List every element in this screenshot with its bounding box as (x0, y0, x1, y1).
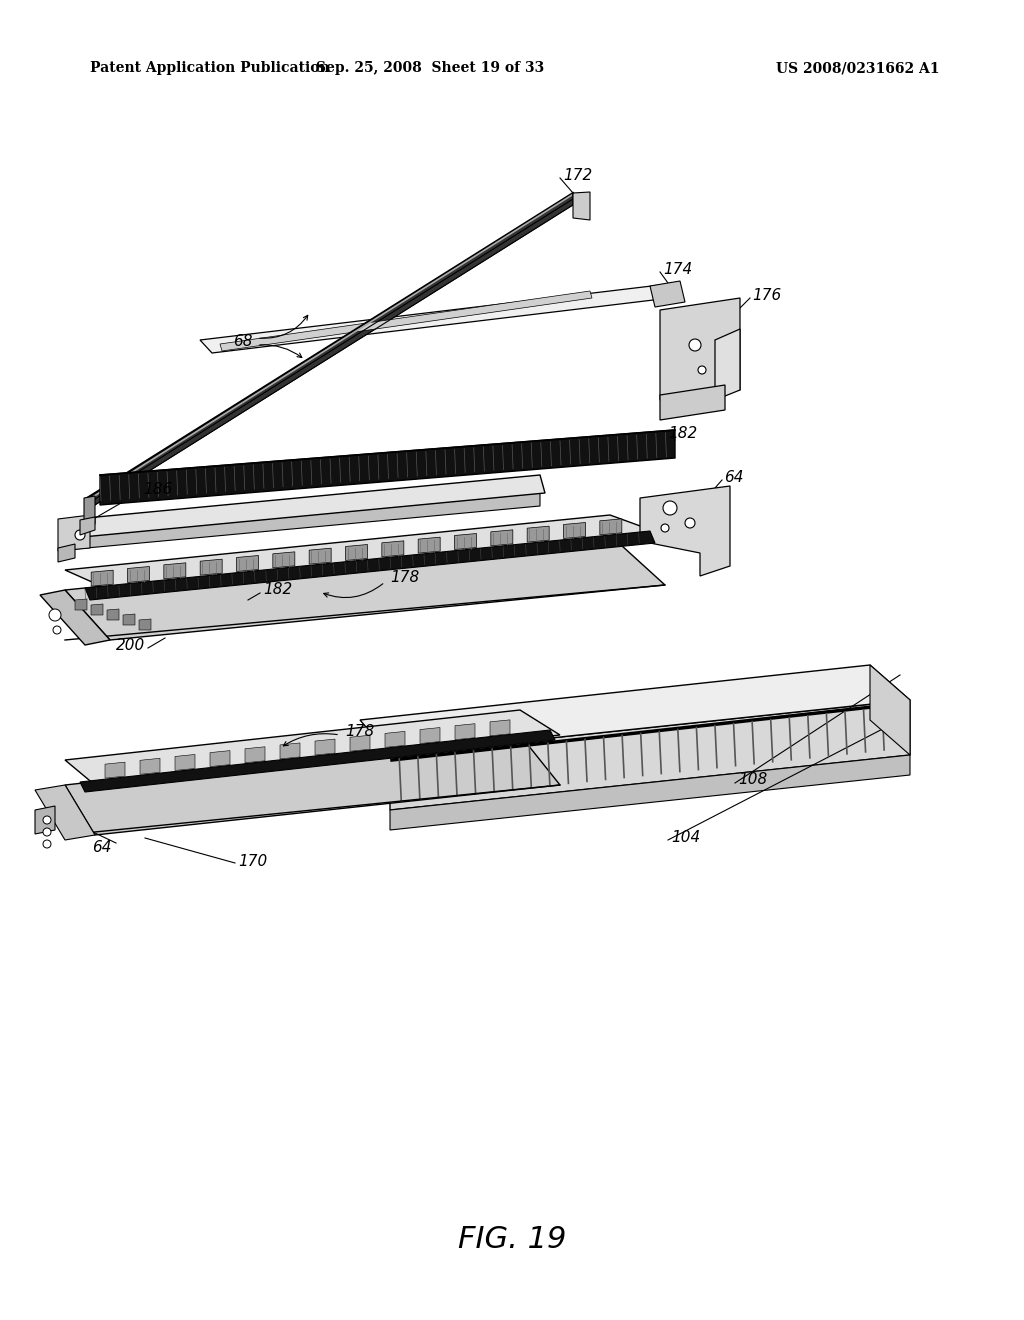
Text: 170: 170 (238, 854, 267, 869)
Circle shape (398, 723, 406, 733)
Circle shape (698, 366, 706, 374)
Polygon shape (65, 475, 545, 539)
Polygon shape (455, 723, 475, 739)
Polygon shape (237, 556, 258, 572)
Polygon shape (84, 496, 95, 525)
Circle shape (49, 609, 61, 620)
Polygon shape (128, 566, 150, 582)
Polygon shape (200, 560, 222, 576)
Polygon shape (272, 552, 295, 568)
Text: 68: 68 (233, 334, 253, 350)
Polygon shape (350, 735, 370, 751)
Polygon shape (91, 605, 103, 615)
Circle shape (53, 626, 61, 634)
Polygon shape (715, 329, 740, 400)
Polygon shape (91, 570, 114, 586)
Polygon shape (345, 544, 368, 561)
Polygon shape (35, 785, 95, 840)
FancyArrowPatch shape (324, 583, 383, 598)
Polygon shape (527, 527, 549, 543)
Circle shape (663, 502, 677, 515)
FancyArrowPatch shape (260, 315, 308, 338)
Polygon shape (75, 599, 87, 610)
Polygon shape (650, 281, 685, 308)
Text: US 2008/0231662 A1: US 2008/0231662 A1 (776, 61, 940, 75)
Polygon shape (385, 731, 406, 747)
Polygon shape (418, 537, 440, 553)
Text: 186: 186 (143, 483, 172, 498)
Polygon shape (65, 492, 540, 550)
Polygon shape (490, 719, 510, 735)
Polygon shape (80, 517, 95, 535)
Polygon shape (490, 529, 513, 546)
Text: 178: 178 (345, 725, 374, 739)
Polygon shape (106, 609, 119, 620)
Polygon shape (65, 515, 665, 590)
Polygon shape (420, 727, 440, 743)
Polygon shape (563, 523, 586, 539)
Polygon shape (65, 735, 560, 836)
FancyArrowPatch shape (260, 345, 302, 358)
Circle shape (43, 840, 51, 847)
Polygon shape (390, 755, 910, 830)
Polygon shape (85, 531, 655, 601)
Polygon shape (139, 619, 151, 630)
Text: 108: 108 (738, 772, 767, 788)
Polygon shape (640, 486, 730, 576)
Polygon shape (164, 562, 185, 579)
Polygon shape (455, 533, 476, 549)
Polygon shape (280, 743, 300, 759)
Polygon shape (660, 298, 740, 400)
Text: 176: 176 (752, 288, 781, 302)
Polygon shape (220, 290, 592, 351)
Text: 64: 64 (724, 470, 743, 486)
Polygon shape (65, 535, 665, 640)
FancyArrowPatch shape (284, 734, 337, 746)
Polygon shape (210, 751, 230, 767)
Circle shape (43, 828, 51, 836)
Polygon shape (315, 739, 335, 755)
Polygon shape (80, 730, 555, 792)
Polygon shape (35, 807, 55, 834)
Text: 104: 104 (671, 829, 700, 845)
Text: 200: 200 (116, 639, 145, 653)
Polygon shape (87, 193, 573, 510)
Polygon shape (600, 519, 622, 535)
Text: FIG. 19: FIG. 19 (458, 1225, 566, 1254)
Polygon shape (245, 747, 265, 763)
Polygon shape (140, 758, 160, 775)
Circle shape (75, 531, 85, 540)
Polygon shape (58, 544, 75, 562)
Polygon shape (100, 430, 675, 506)
Polygon shape (200, 285, 670, 352)
Polygon shape (660, 385, 725, 420)
Text: 178: 178 (390, 570, 419, 586)
Polygon shape (65, 710, 560, 785)
Polygon shape (390, 700, 910, 810)
Polygon shape (58, 515, 90, 550)
Circle shape (685, 517, 695, 528)
Polygon shape (123, 614, 135, 624)
Polygon shape (40, 590, 110, 645)
Text: Sep. 25, 2008  Sheet 19 of 33: Sep. 25, 2008 Sheet 19 of 33 (315, 61, 544, 75)
Text: 174: 174 (663, 261, 692, 276)
Polygon shape (309, 548, 331, 564)
Text: 64: 64 (92, 840, 112, 854)
Polygon shape (175, 755, 195, 771)
Text: 172: 172 (563, 168, 592, 182)
Polygon shape (360, 665, 910, 755)
Polygon shape (382, 541, 403, 557)
Polygon shape (105, 762, 125, 779)
Polygon shape (88, 194, 572, 502)
Circle shape (689, 339, 701, 351)
Text: Patent Application Publication: Patent Application Publication (90, 61, 330, 75)
Circle shape (662, 524, 669, 532)
Circle shape (43, 816, 51, 824)
Text: 182: 182 (263, 582, 292, 598)
Polygon shape (870, 665, 910, 755)
Polygon shape (573, 191, 590, 220)
Text: 182: 182 (668, 426, 697, 441)
